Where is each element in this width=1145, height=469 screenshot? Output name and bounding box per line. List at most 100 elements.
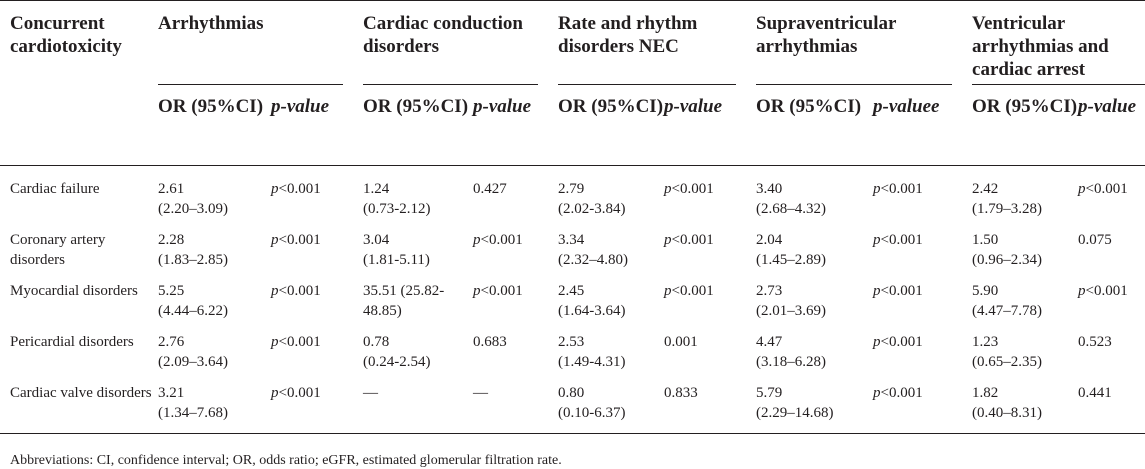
p-symbol: p: [271, 232, 279, 248]
sub-header-p: p-valuee: [873, 96, 940, 117]
p-value: <0.001: [278, 385, 321, 401]
p-value-cell: p<0.001: [271, 383, 357, 434]
or-value: 2.79: [558, 181, 585, 197]
p-symbol: p: [271, 181, 279, 197]
p-symbol: p: [1078, 181, 1086, 197]
or-cell: 3.21 (1.34–7.68): [152, 383, 271, 434]
p-value: <0.001: [480, 232, 523, 248]
p-value-cell: 0.427: [473, 179, 552, 230]
p-symbol: p: [873, 283, 881, 299]
p-value: 0.427: [473, 181, 507, 197]
p-value-cell: p<0.001: [664, 281, 750, 332]
sub-header-or: OR (95%CI): [558, 96, 664, 117]
p-value-cell: 0.001: [664, 332, 750, 383]
or-cell: 2.28 (1.83–2.85): [152, 230, 271, 281]
or-value: —: [363, 385, 378, 401]
p-value: 0.075: [1078, 232, 1112, 248]
or-cell: 1.23 (0.65–2.35): [966, 332, 1078, 383]
ci-value: (1.81-5.11): [363, 252, 430, 268]
sub-header-blank: [0, 85, 152, 152]
or-value: 0.80: [558, 385, 585, 401]
p-value: 0.441: [1078, 385, 1112, 401]
or-value: 2.28: [158, 232, 185, 248]
sub-header-p: p-value: [664, 96, 723, 117]
or-value: 4.47: [756, 334, 783, 350]
ci-value: (0.65–2.35): [972, 354, 1043, 370]
sub-header-or: OR (95%CI): [363, 96, 469, 117]
p-value: <0.001: [278, 181, 321, 197]
ci-value: (3.18–6.28): [756, 354, 827, 370]
p-symbol: p: [271, 283, 279, 299]
or-value: 35.51 (25.82-: [363, 283, 445, 299]
or-value: 3.34: [558, 232, 585, 248]
p-value-cell: p<0.001: [873, 230, 966, 281]
p-value-cell: p<0.001: [873, 383, 967, 434]
group-header-ventricular: Ventricular arrhythmias and cardiac arre…: [966, 12, 1145, 85]
ci-value: (0.40–8.31): [972, 405, 1043, 421]
or-cell: 2.73 (2.01–3.69): [750, 281, 873, 332]
p-value: <0.001: [880, 334, 923, 350]
group-header-rate-rhythm: Rate and rhythm disorders NEC: [552, 12, 750, 85]
or-value: 0.78: [363, 334, 390, 350]
p-value: <0.001: [880, 232, 923, 248]
ci-value: (1.34–7.68): [158, 405, 228, 421]
sub-header-or: OR (95%CI): [972, 96, 1078, 117]
p-symbol: p: [1078, 283, 1086, 299]
p-value: <0.001: [671, 181, 714, 197]
or-cell: 3.40 (2.68–4.32): [750, 179, 873, 230]
row-label: Cardiac valve disorders: [0, 383, 152, 434]
or-value: 2.45: [558, 283, 585, 299]
sub-header-or: OR (95%CI): [756, 96, 862, 117]
p-value: 0.523: [1078, 334, 1112, 350]
or-value: 1.23: [972, 334, 999, 350]
p-value: <0.001: [1085, 181, 1128, 197]
table-row: Pericardial disorders 2.76 (2.09–3.64) p<0.…: [0, 332, 1145, 383]
or-value: 2.73: [756, 283, 783, 299]
group-header-supraventricular: Supraventricular arrhythmias: [750, 12, 966, 85]
p-value: <0.001: [1085, 283, 1128, 299]
table-row: Coronary artery disorders 2.28 (1.83–2.85)…: [0, 230, 1145, 281]
p-symbol: p: [271, 334, 279, 350]
or-value: 3.21: [158, 385, 185, 401]
ci-value: (4.47–7.78): [972, 303, 1043, 319]
p-value-cell: p<0.001: [271, 230, 357, 281]
p-value-cell: p<0.001: [271, 332, 357, 383]
ci-value: (4.44–6.22): [158, 303, 228, 319]
or-value: 5.25: [158, 283, 185, 299]
ci-value: (2.29–14.68): [756, 405, 834, 421]
or-value: 2.42: [972, 181, 999, 197]
ci-value: (2.02-3.84): [558, 201, 626, 217]
ci-value: (1.49-4.31): [558, 354, 626, 370]
p-value: <0.001: [278, 334, 321, 350]
p-value: <0.001: [278, 232, 321, 248]
or-cell: 2.42 (1.79–3.28): [966, 179, 1078, 230]
or-cell: 0.80 (0.10-6.37): [552, 383, 664, 434]
ci-value: (2.20–3.09): [158, 201, 228, 217]
ci-value: (2.01–3.69): [756, 303, 827, 319]
or-value: 2.61: [158, 181, 185, 197]
top-rule: [0, 0, 1145, 1]
p-value-cell: 0.833: [664, 383, 751, 434]
p-value-cell: p<0.001: [873, 179, 966, 230]
ci-value: (1.45–2.89): [756, 252, 827, 268]
or-cell: —: [357, 383, 473, 434]
or-cell: 5.79 (2.29–14.68): [750, 383, 874, 434]
footnote: Abbreviations: CI, confidence interval; …: [10, 453, 562, 468]
p-value: <0.001: [480, 283, 523, 299]
p-value-cell: p<0.001: [473, 281, 552, 332]
sub-header-p: p-value: [271, 96, 330, 117]
p-symbol: p: [873, 181, 881, 197]
p-value-cell: p<0.001: [664, 230, 750, 281]
or-value: 2.04: [756, 232, 783, 248]
p-value: 0.001: [664, 334, 698, 350]
or-value: 5.90: [972, 283, 999, 299]
ci-value: (1.79–3.28): [972, 201, 1043, 217]
p-symbol: p: [664, 181, 672, 197]
group-header-arrhythmias: Arrhythmias: [152, 12, 357, 85]
ci-value: (2.09–3.64): [158, 354, 228, 370]
p-value-cell: p<0.001: [1078, 281, 1145, 332]
or-value: 2.76: [158, 334, 185, 350]
or-value: 1.24: [363, 181, 390, 197]
p-value-cell: 0.523: [1078, 332, 1145, 383]
